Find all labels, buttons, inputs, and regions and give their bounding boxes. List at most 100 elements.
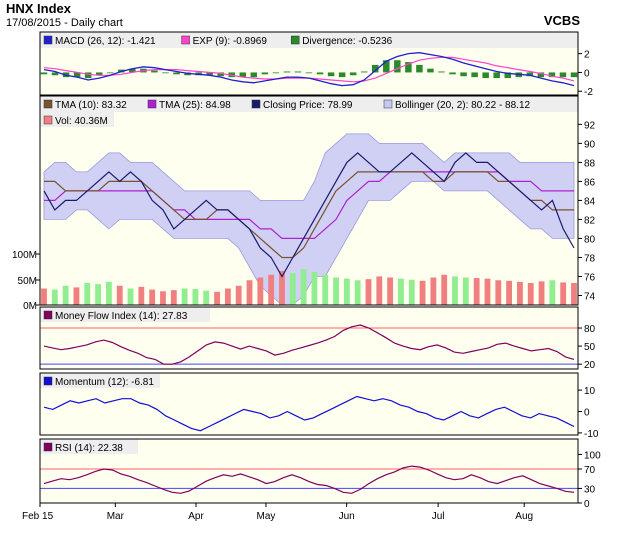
momentum-legend-label: Momentum (12): -6.81 bbox=[55, 377, 154, 388]
macd-divergence-bar bbox=[482, 72, 489, 79]
volume-bar bbox=[289, 273, 296, 305]
price-tick-label: 78 bbox=[584, 253, 596, 264]
volume-bar bbox=[73, 287, 80, 305]
volume-bar bbox=[181, 288, 188, 305]
macd-divergence-bar bbox=[305, 72, 313, 74]
volume-bar bbox=[462, 277, 469, 305]
volume-bar bbox=[246, 280, 253, 305]
volume-bar bbox=[376, 276, 383, 305]
macd-divergence-bar bbox=[162, 72, 169, 74]
mfi-legend-swatch bbox=[43, 310, 53, 320]
volume-bar bbox=[560, 282, 567, 305]
macd-divergence-bar bbox=[95, 72, 103, 76]
macd-divergence-bar bbox=[405, 62, 412, 73]
mfi-line bbox=[43, 324, 575, 365]
volume-bar bbox=[495, 280, 502, 305]
mfi-tick-label: 80 bbox=[584, 324, 596, 335]
volume-bar bbox=[430, 277, 437, 305]
price-legend-label: TMA (25): 84.98 bbox=[159, 100, 231, 111]
macd-frame bbox=[39, 31, 579, 96]
momentum-tick-label: 0 bbox=[584, 408, 590, 419]
volume-bar bbox=[484, 278, 491, 305]
rsi-tick-label: 100 bbox=[584, 450, 601, 461]
price-tick-label: 84 bbox=[584, 196, 596, 207]
x-tick-label: Jun bbox=[339, 511, 355, 522]
volume-bar bbox=[419, 280, 426, 305]
rsi-legend-bar bbox=[40, 439, 138, 454]
mfi-tick-label: 50 bbox=[584, 342, 596, 353]
x-tick-label: May bbox=[257, 511, 276, 522]
volume-bar bbox=[473, 278, 480, 305]
macd-divergence-bar bbox=[51, 72, 59, 76]
volume-legend-swatch bbox=[43, 115, 53, 125]
macd-divergence-bar bbox=[206, 72, 213, 76]
macd-legend-label: EXP (9): -0.8969 bbox=[193, 36, 268, 47]
volume-bar bbox=[408, 279, 415, 305]
momentum-legend-swatch bbox=[43, 376, 53, 386]
volume-bar bbox=[300, 269, 307, 305]
volume-bar bbox=[116, 285, 123, 305]
x-tick-label: Jul bbox=[432, 511, 445, 522]
rsi-legend-label: RSI (14): 22.38 bbox=[55, 443, 123, 454]
price-tick-label: 74 bbox=[584, 291, 596, 302]
price-legend-swatch bbox=[383, 99, 393, 109]
price-tick-label: 90 bbox=[584, 139, 596, 150]
momentum-legend-bar bbox=[40, 373, 160, 388]
x-tick-label: Feb 15 bbox=[22, 511, 54, 522]
macd-divergence-bar bbox=[294, 71, 302, 73]
mfi-legend-label: Money Flow Index (14): 27.83 bbox=[55, 311, 188, 322]
volume-bar bbox=[398, 278, 404, 305]
volume-bar bbox=[333, 277, 339, 305]
volume-bar bbox=[343, 278, 350, 305]
macd-divergence-bar bbox=[250, 72, 258, 78]
volume-bar bbox=[322, 274, 329, 305]
macd-divergence-bar bbox=[493, 72, 500, 79]
price-tick-label: 82 bbox=[584, 215, 596, 226]
volume-bar bbox=[257, 277, 264, 305]
bollinger-band bbox=[43, 133, 575, 306]
rsi-line bbox=[43, 465, 575, 494]
volume-bar bbox=[365, 279, 372, 305]
volume-bar bbox=[354, 280, 361, 305]
volume-bar bbox=[41, 288, 47, 305]
price-tick-label: 76 bbox=[584, 272, 596, 283]
macd-legend-swatch bbox=[181, 35, 190, 45]
macd-divergence-bar bbox=[471, 72, 478, 78]
price-tick-label: 88 bbox=[584, 158, 596, 169]
volume-bar bbox=[538, 281, 545, 305]
macd-divergence-bar bbox=[217, 72, 224, 77]
rsi-frame bbox=[39, 438, 579, 504]
rsi-tick-label: 30 bbox=[584, 484, 596, 495]
macd-divergence-bar bbox=[548, 72, 556, 78]
macd-divergence-bar bbox=[460, 72, 467, 77]
macd-divergence-bar bbox=[416, 64, 423, 73]
volume-bar bbox=[279, 270, 285, 305]
momentum-tick-label: 10 bbox=[584, 386, 596, 397]
volume-bar bbox=[170, 290, 177, 305]
volume-bar bbox=[138, 286, 145, 305]
x-tick-label: Aug bbox=[515, 511, 533, 522]
volume-bar bbox=[203, 290, 210, 305]
macd-divergence-bar bbox=[107, 72, 114, 74]
closing-price-line bbox=[43, 152, 575, 278]
macd-divergence-bar bbox=[338, 72, 346, 78]
volume-bar bbox=[527, 283, 534, 305]
momentum-tick-label: -10 bbox=[584, 429, 599, 440]
macd-divergence-bar bbox=[349, 72, 357, 76]
macd-divergence-bar bbox=[449, 72, 456, 75]
volume-bar bbox=[95, 284, 101, 305]
volume-bar bbox=[192, 289, 199, 305]
macd-line bbox=[43, 52, 575, 87]
volume-bar bbox=[268, 274, 275, 305]
mfi-frame bbox=[39, 306, 579, 370]
x-tick-label: Mar bbox=[107, 511, 125, 522]
volume-bar bbox=[105, 281, 112, 305]
price-legend-swatch bbox=[43, 99, 53, 109]
volume-bar bbox=[571, 283, 577, 305]
macd-tick-label: -2 bbox=[584, 87, 593, 98]
momentum-frame bbox=[39, 372, 579, 436]
macd-divergence-bar bbox=[316, 72, 324, 75]
macd-divergence-bar bbox=[427, 68, 434, 73]
price-tick-label: 92 bbox=[584, 120, 596, 131]
